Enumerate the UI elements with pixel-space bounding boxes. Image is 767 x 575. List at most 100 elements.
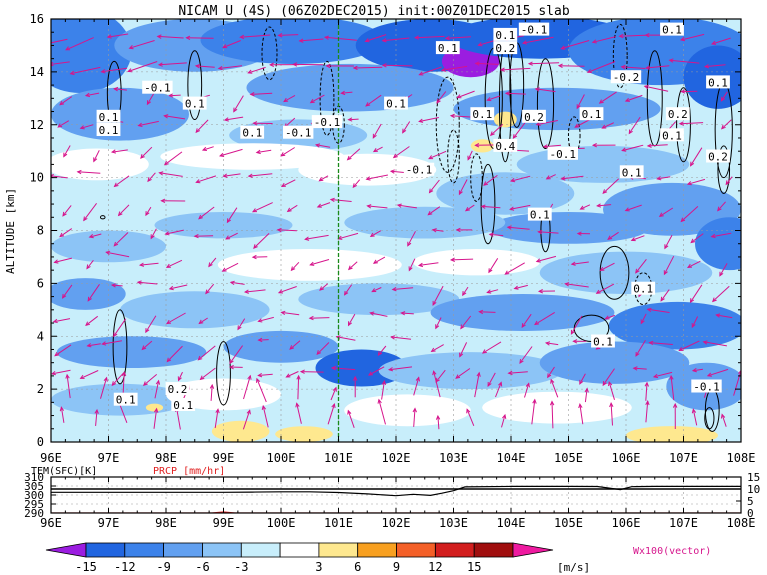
colorbar: -15 -12 -9 -6 -3 3 6 9 12 15 [m/s] Wx100(vector): [45, 542, 711, 574]
wind-vector-arrow: [477, 39, 497, 47]
svg-text:0.1: 0.1: [530, 209, 550, 222]
wind-vector-arrow: [85, 315, 99, 327]
svg-text:0.1: 0.1: [593, 336, 613, 349]
svg-text:0.2: 0.2: [495, 42, 515, 55]
wind-vector-arrow: [640, 313, 647, 325]
wind-vector-arrow: [101, 340, 122, 346]
contour-label: 0.1: [527, 207, 552, 222]
colorbar-box: [396, 542, 436, 558]
y-tick-label: 4: [37, 329, 44, 343]
wind-vector-arrow: [572, 339, 587, 344]
wind-vector-arrow: [733, 369, 741, 396]
wind-vector-arrow: [601, 122, 615, 129]
wind-vector-arrow: [690, 147, 703, 167]
wind-vector-arrow: [464, 204, 475, 212]
wind-vector-arrow: [449, 257, 474, 262]
wind-shade-region: [275, 426, 333, 442]
wind-shade-region: [51, 148, 149, 181]
wind-vector-arrow: [702, 340, 727, 347]
wind-vector-arrow: [346, 148, 361, 161]
wind-vector-arrow: [128, 40, 155, 50]
wind-vector-arrow: [251, 254, 268, 260]
colorbar-level-label: 12: [428, 560, 442, 574]
wind-vector-arrow: [480, 204, 501, 209]
surface-x-tick-label: 98E: [155, 516, 177, 530]
wind-vector-arrow: [285, 371, 299, 378]
wind-vector-arrow: [261, 404, 269, 428]
wind-vector-arrow: [586, 61, 616, 73]
wind-vector-arrow: [52, 318, 71, 324]
wind-vector-arrow: [377, 345, 387, 357]
vertical-wind-contour: [99, 215, 106, 220]
wind-vector-arrow: [314, 143, 331, 148]
temp-axis-label: TEM(SFC)[K]: [31, 466, 97, 477]
wind-vector-arrow: [535, 120, 558, 126]
y-tick-label: 0: [37, 435, 44, 449]
contour-label: -0.1: [403, 162, 435, 177]
wind-vector-arrow: [158, 171, 183, 177]
wind-vector-arrow: [564, 282, 589, 288]
wind-vector-arrow: [225, 232, 238, 240]
wind-shade-region: [539, 341, 690, 384]
wind-vector-arrow: [298, 38, 324, 43]
wind-vector-arrow: [591, 36, 617, 44]
contour-label: 0.1: [96, 109, 121, 124]
wind-vector-arrow: [219, 148, 243, 157]
wind-shade-region: [608, 301, 741, 350]
wind-vector-arrow: [504, 91, 526, 96]
colorbar-max-triangle: [512, 542, 554, 558]
wind-shade-region: [695, 217, 741, 271]
wind-vector-arrow: [678, 121, 704, 126]
temp-tick-label: 305: [24, 480, 44, 493]
wind-vector-arrow: [316, 342, 330, 356]
prcp-tick-label: 0: [747, 507, 754, 520]
wind-vector-arrow: [542, 144, 562, 149]
colorbar-level-label: 6: [354, 560, 361, 574]
wind-vector-arrow: [214, 408, 220, 429]
svg-text:-0.1: -0.1: [285, 127, 312, 140]
contour-label: 0.2: [522, 109, 546, 124]
wind-vector-arrow: [138, 262, 159, 267]
wind-vector-arrow: [620, 64, 646, 70]
wind-shade-region: [51, 230, 166, 263]
svg-text:-0.1: -0.1: [314, 116, 341, 129]
wind-vector-arrow: [316, 202, 331, 208]
wind-vector-arrow: [372, 123, 382, 139]
wind-vector-arrow: [686, 260, 701, 268]
contour-label: -0.1: [311, 115, 343, 129]
wind-vector-arrow: [504, 262, 525, 275]
wind-vector-arrow: [83, 203, 98, 222]
wind-vector-arrow: [706, 368, 729, 377]
wind-vector-arrow: [100, 376, 108, 399]
wind-vector-arrow: [488, 232, 504, 237]
wind-vector-arrow: [402, 121, 411, 134]
x-tick-label: 108E: [727, 451, 756, 465]
wind-vector-arrow: [146, 93, 155, 106]
surface-x-tick-label: 107E: [669, 516, 698, 530]
wind-vector-arrow: [140, 146, 153, 159]
wind-vector-arrow: [86, 343, 101, 348]
wind-shade-region: [378, 352, 563, 390]
wind-vector-arrow: [226, 207, 238, 224]
wind-shade-region: [470, 139, 494, 153]
x-tick-label: 101E: [324, 451, 353, 465]
wind-vector-arrow: [579, 204, 591, 210]
wind-vector-arrow: [277, 286, 297, 294]
wind-vector-arrow: [113, 175, 130, 188]
contour-label: -0.1: [691, 379, 722, 394]
wind-vector-arrow: [223, 116, 244, 122]
x-tick-label: 105E: [554, 451, 583, 465]
wind-vector-arrow: [521, 36, 554, 45]
vector-legend-label: Wx100(vector): [633, 546, 711, 557]
wind-vector-arrow: [54, 344, 72, 357]
wind-vector-arrow: [400, 311, 414, 316]
wind-vector-arrow: [524, 382, 530, 398]
wind-vector-arrow: [110, 149, 128, 154]
wind-vector-arrow: [591, 143, 616, 148]
wind-vector-arrow: [105, 250, 130, 258]
wind-vector-arrow: [168, 93, 181, 98]
vertical-wind-contour: [676, 87, 691, 163]
wind-vector-arrow: [628, 116, 641, 135]
wind-vector-arrow: [414, 35, 445, 40]
wind-vector-arrow: [222, 173, 241, 178]
